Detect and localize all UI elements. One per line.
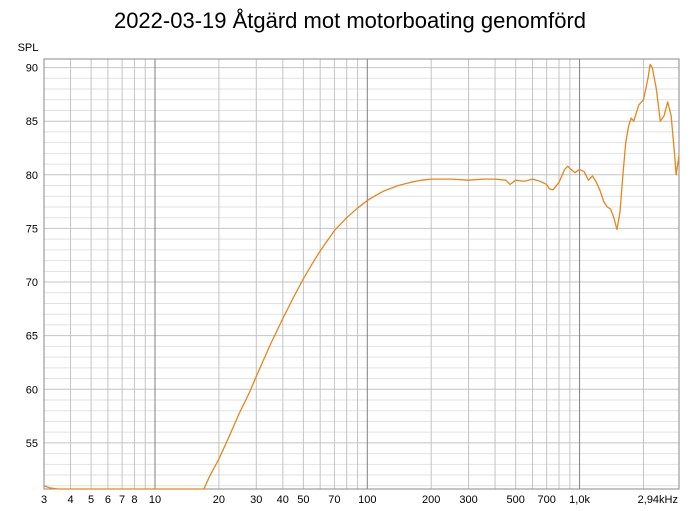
x-tick-label: 5 [88,494,94,506]
y-axis: 55 60 65 70 75 80 85 90 [26,63,38,450]
x-tick-label: 70 [328,494,340,506]
x-tick-label: 1,0k [569,494,590,506]
y-tick-label: 70 [26,277,38,289]
grid [43,59,679,489]
chart-title: 2022-03-19 Åtgärd mot motorboating genom… [113,8,587,33]
y-tick-label: 60 [26,384,38,396]
x-tick-label: 4 [67,494,73,506]
x-tick-label: 300 [459,494,477,506]
y-tick-label: 90 [26,63,38,75]
x-tick-label: 40 [277,494,289,506]
x-tick-label: 2,94kHz [638,494,678,506]
x-tick-label: 8 [131,494,137,506]
x-tick-label: 20 [213,494,225,506]
y-tick-label: 75 [26,223,38,235]
x-tick-label: 200 [422,494,440,506]
x-tick-label: 500 [506,494,524,506]
x-tick-label: 3 [41,494,47,506]
plot-frame [43,58,680,490]
y-tick-label: 55 [26,438,38,450]
x-tick-label: 6 [105,494,111,506]
x-tick-label: 10 [149,494,161,506]
x-tick-label: 50 [297,494,309,506]
x-tick-label: 700 [538,494,556,506]
y-tick-label: 80 [26,170,38,182]
x-tick-label: 100 [358,494,376,506]
x-tick-label: 30 [250,494,262,506]
y-tick-label: 65 [26,331,38,343]
y-axis-label: SPL [18,42,39,54]
x-tick-label: 7 [119,494,125,506]
series-layer [43,63,680,490]
x-axis: 3 4 5 6 7 8 10 20 30 40 50 70 100 200 300 500 700 1,0k 2,9… [41,494,678,506]
series-line [43,63,680,490]
y-tick-label: 85 [26,116,38,128]
